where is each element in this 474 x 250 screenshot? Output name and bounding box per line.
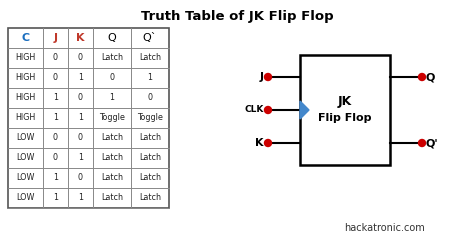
Circle shape [419, 140, 426, 146]
Text: Latch: Latch [101, 54, 123, 62]
Text: LOW: LOW [16, 134, 35, 142]
Text: Latch: Latch [101, 194, 123, 202]
Text: 1: 1 [53, 114, 58, 122]
Polygon shape [300, 101, 309, 119]
Text: HIGH: HIGH [15, 114, 36, 122]
Circle shape [264, 74, 272, 80]
Text: LOW: LOW [16, 194, 35, 202]
Bar [300, 55, 390, 165]
Text: 1: 1 [53, 94, 58, 102]
Text: J: J [260, 72, 264, 82]
Text: 1: 1 [78, 74, 83, 82]
Text: JK: JK [338, 94, 352, 108]
Text: 0: 0 [78, 134, 83, 142]
Text: 0: 0 [147, 94, 153, 102]
Text: Latch: Latch [139, 194, 161, 202]
Text: K: K [255, 138, 264, 148]
Text: 1: 1 [147, 74, 153, 82]
Circle shape [264, 140, 272, 146]
Text: 1: 1 [53, 194, 58, 202]
Text: 0: 0 [78, 54, 83, 62]
Text: Toggle: Toggle [137, 114, 163, 122]
Text: LOW: LOW [16, 174, 35, 182]
Text: 1: 1 [78, 194, 83, 202]
Text: Q: Q [108, 33, 117, 43]
Text: LOW: LOW [16, 154, 35, 162]
Text: Latch: Latch [139, 54, 161, 62]
Text: 0: 0 [53, 134, 58, 142]
Text: 1: 1 [53, 174, 58, 182]
Text: HIGH: HIGH [15, 74, 36, 82]
Text: Truth Table of JK Flip Flop: Truth Table of JK Flip Flop [141, 10, 333, 23]
Bar [8, 28, 169, 208]
Text: Latch: Latch [139, 174, 161, 182]
Circle shape [419, 74, 426, 80]
Text: 0: 0 [78, 94, 83, 102]
Text: Latch: Latch [101, 154, 123, 162]
Text: 1: 1 [109, 94, 115, 102]
Text: HIGH: HIGH [15, 54, 36, 62]
Text: 0: 0 [53, 74, 58, 82]
Text: J: J [54, 33, 57, 43]
Text: 0: 0 [53, 154, 58, 162]
Text: 1: 1 [78, 114, 83, 122]
Text: Q': Q' [426, 138, 438, 148]
Text: 0: 0 [53, 54, 58, 62]
Circle shape [264, 106, 272, 114]
Text: HIGH: HIGH [15, 94, 36, 102]
Text: Q: Q [426, 72, 436, 82]
Text: Latch: Latch [139, 154, 161, 162]
Text: Latch: Latch [101, 174, 123, 182]
Text: 1: 1 [78, 154, 83, 162]
Text: 0: 0 [78, 174, 83, 182]
Text: C: C [21, 33, 29, 43]
Text: Toggle: Toggle [99, 114, 125, 122]
Text: K: K [76, 33, 85, 43]
Text: CLK: CLK [245, 106, 264, 114]
Text: Q`: Q` [143, 33, 157, 43]
Text: 0: 0 [109, 74, 115, 82]
Text: Latch: Latch [101, 134, 123, 142]
Text: Latch: Latch [139, 134, 161, 142]
Text: Flip Flop: Flip Flop [318, 113, 372, 123]
Text: hackatronic.com: hackatronic.com [345, 223, 425, 233]
